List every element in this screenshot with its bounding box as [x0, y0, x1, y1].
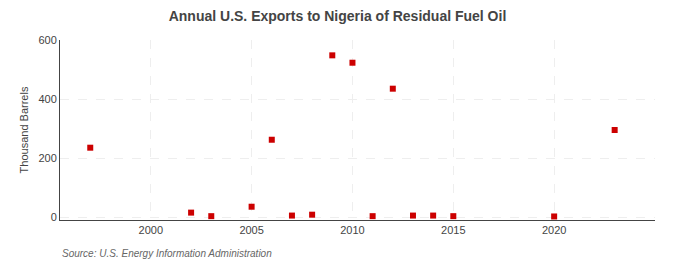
svg-text:200: 200: [38, 152, 56, 164]
svg-text:Source: U.S. Energy Informatio: Source: U.S. Energy Information Administ…: [62, 248, 272, 259]
svg-text:2005: 2005: [239, 224, 263, 236]
svg-text:600: 600: [38, 34, 56, 46]
svg-text:2015: 2015: [441, 224, 465, 236]
svg-text:2020: 2020: [542, 224, 566, 236]
svg-text:2010: 2010: [340, 224, 364, 236]
svg-text:0: 0: [51, 211, 57, 223]
svg-text:400: 400: [38, 93, 56, 105]
svg-text:Thousand Barrels: Thousand Barrels: [18, 86, 30, 173]
svg-text:Annual U.S. Exports to Nigeria: Annual U.S. Exports to Nigeria of Residu…: [169, 8, 507, 24]
svg-text:2000: 2000: [139, 224, 163, 236]
